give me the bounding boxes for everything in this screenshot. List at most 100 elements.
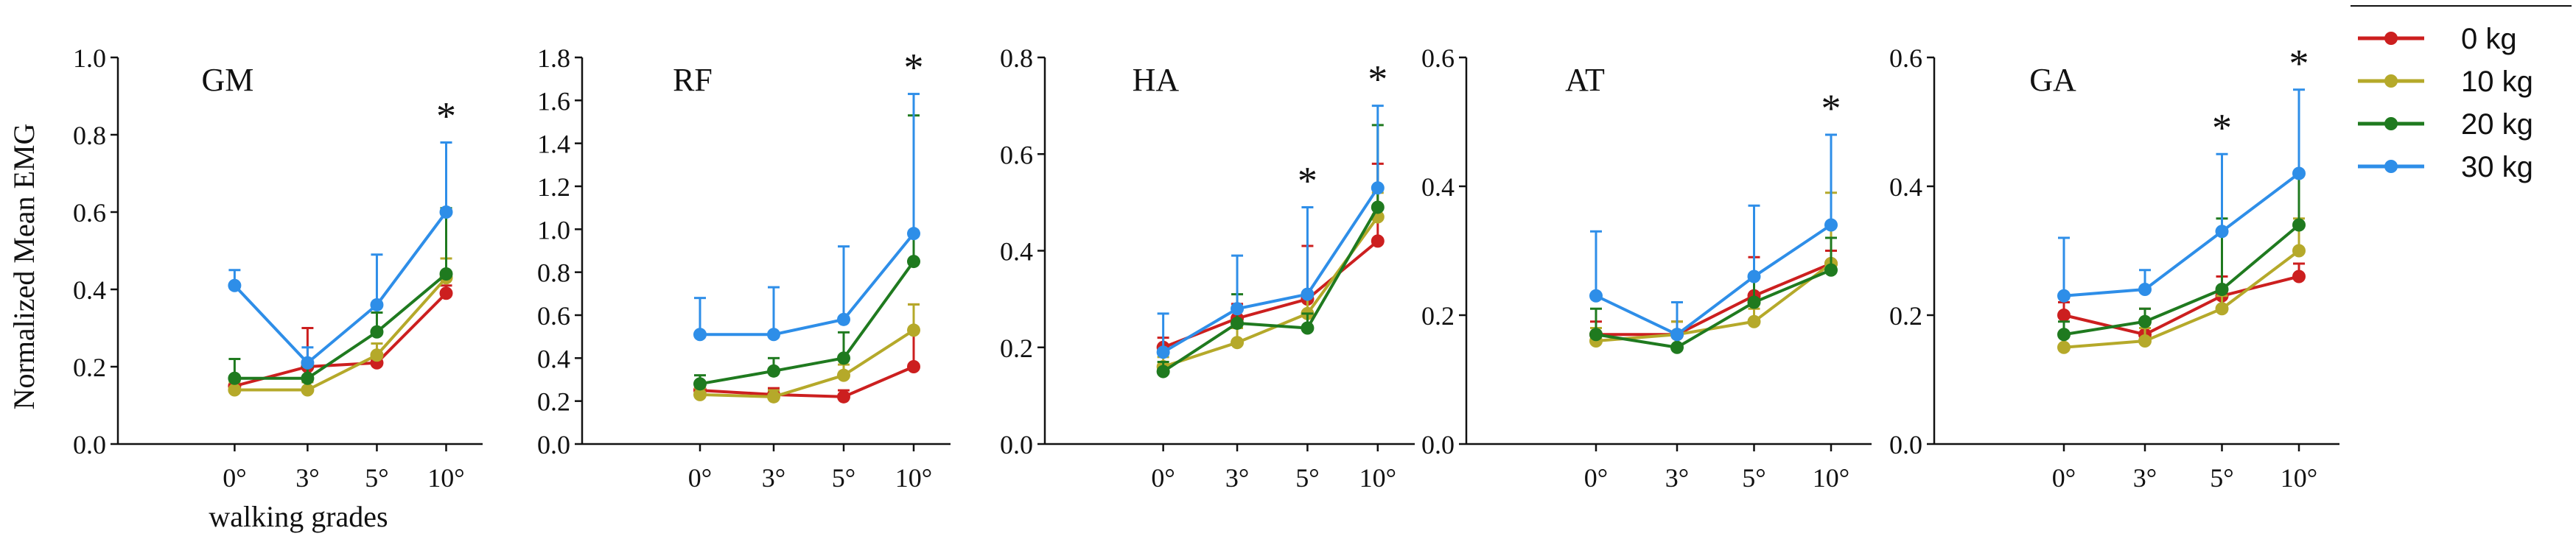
y-tick-label: 0.6: [73, 198, 106, 228]
y-tick-label: 0.6: [537, 301, 570, 331]
data-point: [2057, 328, 2071, 342]
series-line: [1596, 262, 1832, 337]
legend-label: 30 kg: [2461, 151, 2533, 183]
data-point: [1589, 289, 1603, 303]
series-line: [700, 232, 915, 337]
data-point: [370, 298, 384, 311]
series-30kg: [2057, 88, 2306, 303]
data-point: [767, 364, 780, 378]
data-point: [907, 255, 920, 269]
data-point: [907, 227, 920, 241]
x-tick-label: 5°: [1742, 463, 1765, 493]
series-line: [1162, 239, 1379, 349]
y-tick-label: 0.8: [73, 121, 106, 150]
y-tick-label: 0.0: [73, 430, 106, 459]
y-tick-label: 1.0: [73, 43, 106, 73]
series-line: [1595, 262, 1833, 342]
data-point: [1670, 328, 1684, 342]
data-point: [2215, 283, 2229, 296]
x-tick-label: 0°: [1584, 463, 1608, 493]
series-20kg: [1156, 124, 1385, 378]
x-tick-label: 0°: [223, 463, 246, 493]
panel-title: RF: [673, 62, 713, 98]
data-point: [1824, 263, 1838, 277]
chart-panels: 0.00.20.40.60.81.00° 3° 5° 10°GM*0.00.20.40…: [73, 41, 2339, 493]
panel-title: HA: [1133, 62, 1180, 98]
series-30kg: [228, 141, 453, 370]
y-tick-label: 0.0: [1000, 430, 1033, 459]
legend-swatch-marker: [2384, 74, 2398, 88]
x-tick-label: 3°: [762, 463, 785, 493]
panel-title: GA: [2029, 62, 2076, 98]
y-tick-label: 0.6: [1421, 43, 1455, 73]
x-tick-label: 5°: [365, 463, 388, 493]
significance-star: *: [436, 94, 456, 138]
panel-ha: 0.0 0.2 0.4 0.6 0.8 0° 3° 5° 10° HA * *: [1000, 43, 1415, 493]
data-point: [837, 390, 850, 404]
legend-swatch-marker: [2384, 32, 2398, 45]
y-tick-label: 0.2: [1889, 301, 1922, 331]
y-tick-label: 0.6: [1889, 43, 1922, 73]
y-tick-label: 0.0: [1889, 430, 1922, 459]
series-30kg: [1589, 133, 1838, 342]
series-line: [699, 365, 914, 398]
data-point: [370, 348, 384, 362]
data-point: [767, 328, 780, 342]
series-line: [234, 292, 447, 388]
data-point: [1747, 270, 1761, 283]
series-30kg: [1156, 105, 1385, 359]
data-point: [1670, 340, 1684, 354]
data-point: [907, 323, 920, 337]
y-tick-label: 1.2: [537, 172, 570, 202]
series-line: [2063, 172, 2300, 297]
data-point: [2292, 218, 2306, 232]
series-line: [233, 211, 448, 365]
y-tick-label: 0.4: [1000, 237, 1033, 267]
x-tick-label: 10°: [895, 463, 932, 493]
data-point: [837, 368, 850, 382]
data-point: [767, 390, 780, 404]
data-point: [1301, 321, 1315, 335]
legend-swatch-marker: [2384, 160, 2398, 173]
x-tick-label: 0°: [2052, 463, 2076, 493]
y-tick-label: 1.6: [537, 86, 570, 116]
significance-star: *: [1298, 158, 1317, 202]
x-tick-label: 3°: [295, 463, 319, 493]
x-tick-label: 10°: [1813, 463, 1849, 493]
y-tick-label: 0.4: [1889, 172, 1922, 202]
x-tick-label: 10°: [427, 463, 464, 493]
panel-gm: 0.0 0.2 0.4 0.6 0.8 1.0 0° 3° 5° 10° GM *: [73, 43, 483, 493]
x-tick-label: 0°: [688, 463, 712, 493]
data-point: [1824, 218, 1838, 232]
x-tick-label: 3°: [2133, 463, 2157, 493]
y-tick-label: 0.0: [1421, 430, 1455, 459]
data-point: [2138, 314, 2152, 328]
legend-swatch-marker: [2384, 117, 2398, 130]
data-point: [1371, 234, 1385, 248]
x-tick-label: 5°: [832, 463, 855, 493]
data-point: [1156, 364, 1170, 378]
significance-star: *: [2212, 105, 2232, 149]
series-line: [1163, 216, 1379, 368]
data-point: [693, 328, 707, 342]
data-point: [2057, 289, 2071, 303]
series-0kg: [693, 303, 920, 404]
series-20kg: [1589, 236, 1838, 354]
y-tick-label: 0.6: [1000, 140, 1033, 169]
series-line: [699, 260, 915, 386]
data-point: [2138, 334, 2152, 348]
legend-label: 10 kg: [2461, 66, 2533, 98]
data-point: [1371, 200, 1385, 214]
data-point: [2292, 270, 2306, 283]
data-point: [837, 351, 850, 365]
series-line: [234, 276, 447, 392]
series-10kg: [2057, 217, 2306, 354]
data-point: [1231, 336, 1245, 350]
panel-title: GM: [201, 62, 253, 98]
series-10kg: [228, 257, 453, 397]
y-tick-label: 0.4: [73, 275, 106, 305]
significance-star: *: [1368, 57, 1387, 102]
data-point: [228, 371, 242, 385]
data-point: [2292, 244, 2306, 258]
data-point: [1747, 314, 1761, 328]
